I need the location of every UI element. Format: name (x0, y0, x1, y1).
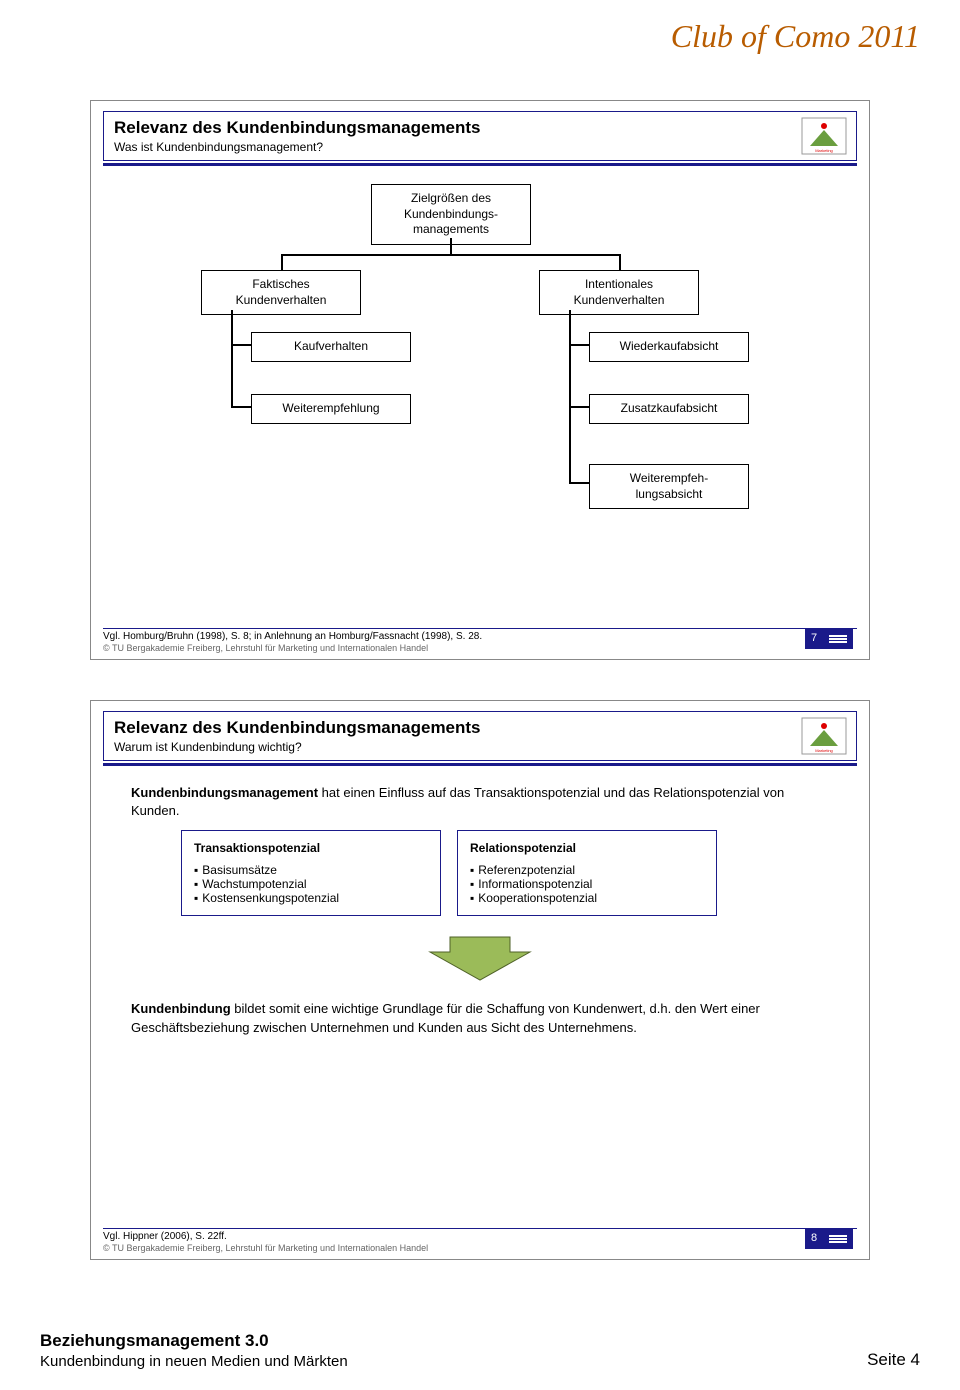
orgchart-node-wiederkaufabsicht: Wiederkaufabsicht (589, 332, 749, 362)
slide-8: Relevanz des Kundenbindungsmanagements W… (90, 700, 870, 1260)
list-item: Referenzpotenzial (470, 863, 704, 877)
footer-left: Beziehungsmanagement 3.0 Kundenbindung i… (40, 1331, 348, 1370)
connector (231, 344, 251, 346)
conclusion-bold: Kundenbindung (131, 1001, 231, 1016)
connector (281, 254, 621, 256)
slide-title-bar: Relevanz des Kundenbindungsmanagements W… (103, 111, 857, 161)
source-citation: Vgl. Hippner (2006), S. 22ff. (103, 1231, 857, 1242)
footer-title: Beziehungsmanagement 3.0 (40, 1331, 269, 1350)
marketing-logo-icon: Marketing (800, 716, 848, 756)
orgchart-node-intentionales: IntentionalesKundenverhalten (539, 270, 699, 315)
footer-page-number: Seite 4 (867, 1350, 920, 1370)
slide-subtitle: Was ist Kundenbindungsmanagement? (114, 140, 846, 154)
title-rule (103, 763, 857, 766)
two-column-cards: Transaktionspotenzial Basisumsätze Wachs… (181, 830, 779, 916)
slide-body: Zielgrößen desKundenbindungs-managements… (91, 166, 869, 606)
list-item: Kostensenkungspotenzial (194, 891, 428, 905)
intro-bold: Kundenbindungsmanagement (131, 785, 318, 800)
svg-text:Marketing: Marketing (815, 148, 833, 153)
connector (231, 310, 233, 408)
orgchart-node-zusatzkaufabsicht: Zusatzkaufabsicht (589, 394, 749, 424)
copyright-line: © TU Bergakademie Freiberg, Lehrstuhl fü… (103, 1243, 857, 1253)
card-list: Basisumsätze Wachstumpotenzial Kostensen… (194, 863, 428, 905)
connector (231, 406, 251, 408)
svg-text:Marketing: Marketing (815, 748, 833, 753)
page-header-title: Club of Como 2011 (671, 18, 920, 55)
orgchart-node-kaufverhalten: Kaufverhalten (251, 332, 411, 362)
marketing-logo-icon: Marketing (800, 116, 848, 156)
document-footer: Beziehungsmanagement 3.0 Kundenbindung i… (40, 1331, 920, 1370)
card-list: Referenzpotenzial Informationspotenzial … (470, 863, 704, 905)
orgchart-node-faktisches: FaktischesKundenverhalten (201, 270, 361, 315)
card-title: Relationspotenzial (470, 841, 704, 855)
slide-footer: Vgl. Homburg/Bruhn (1998), S. 8; in Anle… (103, 628, 857, 653)
slide-subtitle: Warum ist Kundenbindung wichtig? (114, 740, 846, 754)
orgchart-node-weiterempfehlungsabsicht: Weiterempfeh-lungsabsicht (589, 464, 749, 509)
list-item: Basisumsätze (194, 863, 428, 877)
connector (450, 238, 452, 254)
orgchart-root: Zielgrößen desKundenbindungs-managements (371, 184, 531, 245)
slide-7: Relevanz des Kundenbindungsmanagements W… (90, 100, 870, 660)
connector (619, 254, 621, 270)
conclusion-paragraph: Kundenbindung bildet somit eine wichtige… (131, 1000, 829, 1036)
connector (569, 482, 589, 484)
page-number-badge: 8 (805, 1229, 853, 1249)
copyright-line: © TU Bergakademie Freiberg, Lehrstuhl fü… (103, 643, 857, 653)
connector (569, 344, 589, 346)
footer-subtitle: Kundenbindung in neuen Medien und Märkte… (40, 1353, 348, 1370)
connector (569, 310, 571, 484)
connector (569, 406, 589, 408)
card-relationspotenzial: Relationspotenzial Referenzpotenzial Inf… (457, 830, 717, 916)
slide-footer: Vgl. Hippner (2006), S. 22ff. © TU Berga… (103, 1228, 857, 1253)
orgchart-node-weiterempfehlung: Weiterempfehlung (251, 394, 411, 424)
connector (281, 254, 283, 270)
list-item: Informationspotenzial (470, 877, 704, 891)
card-title: Transaktionspotenzial (194, 841, 428, 855)
card-transaktionspotenzial: Transaktionspotenzial Basisumsätze Wachs… (181, 830, 441, 916)
page-number-badge: 7 (805, 629, 853, 649)
source-citation: Vgl. Homburg/Bruhn (1998), S. 8; in Anle… (103, 631, 857, 642)
list-item: Kooperationspotenzial (470, 891, 704, 905)
arrow-down-icon (420, 932, 540, 982)
list-item: Wachstumpotenzial (194, 877, 428, 891)
slide-title-bar: Relevanz des Kundenbindungsmanagements W… (103, 711, 857, 761)
slide-title: Relevanz des Kundenbindungsmanagements (114, 718, 846, 738)
intro-paragraph: Kundenbindungsmanagement hat einen Einfl… (131, 784, 829, 820)
slide-title: Relevanz des Kundenbindungsmanagements (114, 118, 846, 138)
